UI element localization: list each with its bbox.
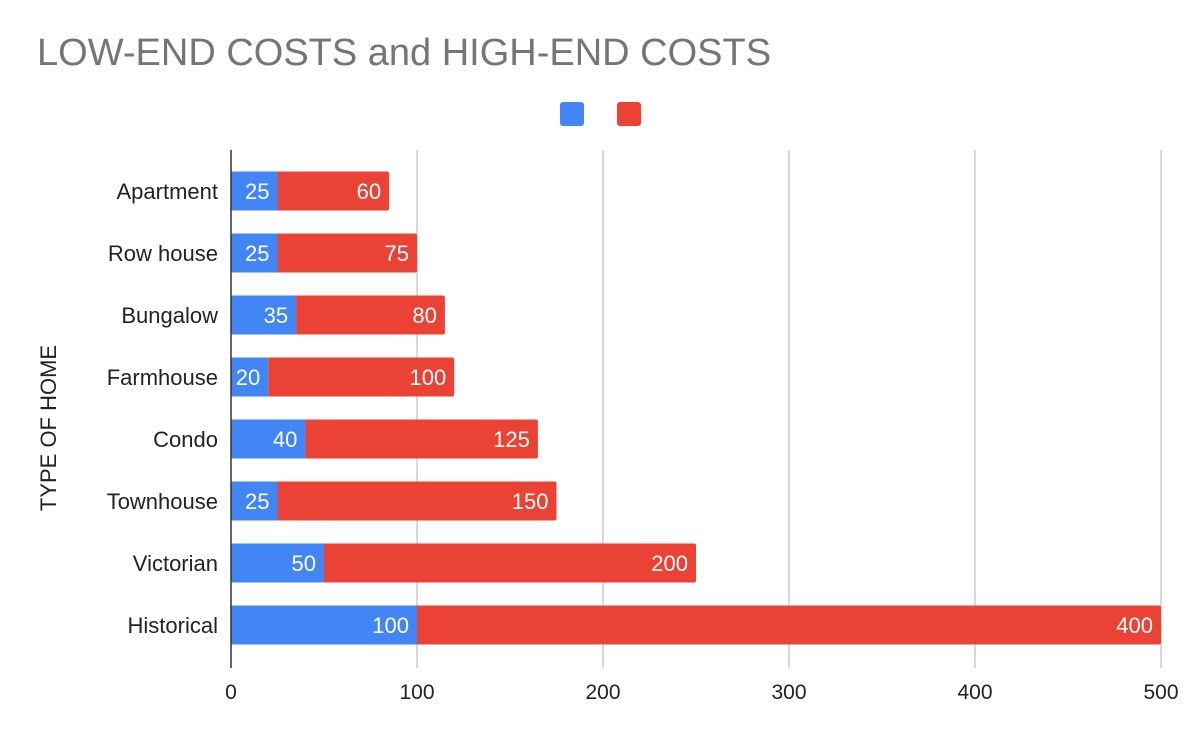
category-label: Historical <box>128 613 218 638</box>
legend <box>560 102 641 126</box>
bar-condo-series-1 <box>231 419 306 459</box>
bar-townhouse-series-1 <box>231 481 278 521</box>
data-label: 80 <box>412 303 436 328</box>
bar-bungalow-series-2 <box>296 295 445 335</box>
x-tick-label: 400 <box>957 681 992 704</box>
data-label: 25 <box>245 179 269 204</box>
legend-swatch-1 <box>560 102 584 126</box>
x-tick-label: 200 <box>585 681 620 704</box>
x-tick-label: 300 <box>771 681 806 704</box>
legend-swatch-2 <box>617 102 641 126</box>
bar-farmhouse-series-2 <box>268 357 455 397</box>
bar-apartment-series-1 <box>231 171 278 211</box>
data-label: 200 <box>651 551 688 576</box>
category-label: Farmhouse <box>107 365 218 390</box>
data-label: 60 <box>357 179 381 204</box>
data-label: 50 <box>292 551 316 576</box>
bars <box>231 171 1161 645</box>
bar-bungalow-series-1 <box>231 295 297 335</box>
category-label: Condo <box>153 427 218 452</box>
data-label: 150 <box>512 489 549 514</box>
x-tick-label: 500 <box>1143 681 1178 704</box>
data-label: 25 <box>245 241 269 266</box>
data-label: 75 <box>385 241 409 266</box>
x-tick-label: 0 <box>225 681 237 704</box>
bar-apartment-series-2 <box>277 171 390 211</box>
data-label: 100 <box>372 613 409 638</box>
data-label: 400 <box>1116 613 1153 638</box>
data-label: 100 <box>409 365 446 390</box>
bar-condo-series-2 <box>305 419 538 459</box>
category-label: Townhouse <box>107 489 218 514</box>
bar-townhouse-series-2 <box>277 481 557 521</box>
category-label: Bungalow <box>121 303 218 328</box>
category-label: Row house <box>108 241 218 266</box>
category-label: Apartment <box>117 179 219 204</box>
bar-row-house-series-1 <box>231 233 278 273</box>
category-label: Victorian <box>133 551 218 576</box>
y-axis-title: TYPE OF HOME <box>36 345 61 511</box>
bar-victorian-series-1 <box>231 543 324 583</box>
labels: 0 100 200 300 400 500 25 60 Apartment 25 75 Row hou… <box>36 179 1179 704</box>
bar-historical-series-2 <box>417 605 1161 645</box>
bar-row-house-series-2 <box>277 233 417 273</box>
data-label: 25 <box>245 489 269 514</box>
x-tick-label: 100 <box>399 681 434 704</box>
data-label: 35 <box>264 303 288 328</box>
bar-historical-series-1 <box>231 605 417 645</box>
bar-farmhouse-series-1 <box>231 357 269 397</box>
chart-title: LOW-END COSTS and HIGH-END COSTS <box>37 32 772 74</box>
bar-victorian-series-2 <box>324 543 696 583</box>
data-label: 20 <box>236 365 260 390</box>
gridlines <box>416 150 1162 668</box>
data-label: 125 <box>493 427 530 452</box>
data-label: 40 <box>273 427 297 452</box>
